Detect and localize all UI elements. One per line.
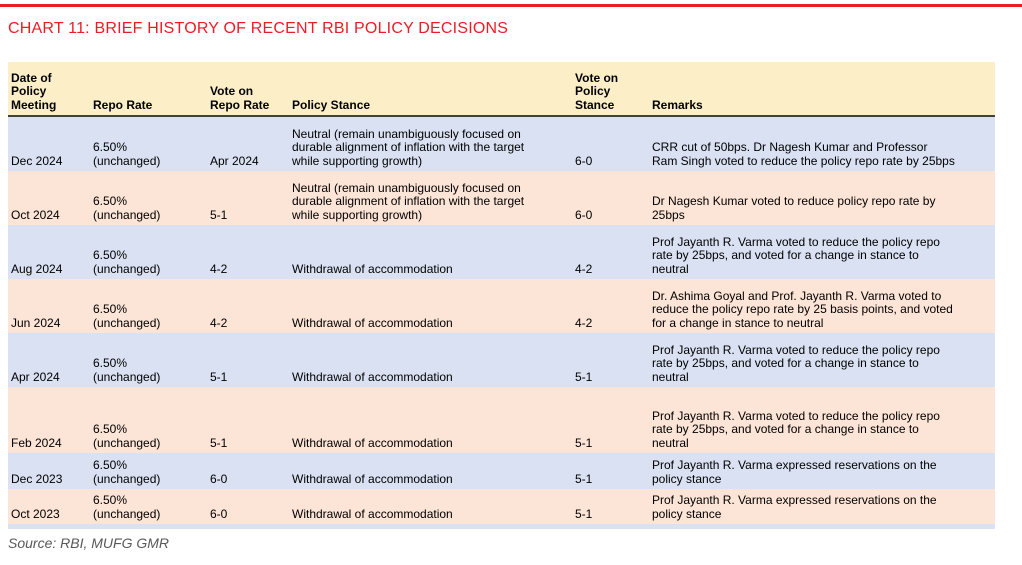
cell-remarks: CRR cut of 50bps. Dr Nagesh Kumar and Pr… (652, 141, 955, 168)
header-date: Date of Policy Meeting (11, 71, 57, 112)
cell-policy-stance: Withdrawal of accommodation (292, 262, 453, 276)
cell-vote-stance: 4-2 (575, 316, 593, 330)
cell-vote-stance: 5-1 (575, 507, 593, 521)
cell-date: Aug 2024 (11, 262, 63, 276)
table-row: Dec 2024 6.50% (unchanged) Apr 2024 Neut… (8, 117, 995, 171)
table-header-row: Date of Policy Meeting Repo Rate Vote on… (8, 62, 995, 117)
table-row: Jun 2024 6.50% (unchanged) 4-2 Withdrawa… (8, 279, 995, 333)
table-row: Aug 2024 6.50% (unchanged) 4-2 Withdrawa… (8, 225, 995, 279)
cell-repo-rate: 6.50% (unchanged) (93, 357, 161, 384)
cell-date: Dec 2024 (11, 154, 63, 168)
empty-row-strip (8, 524, 995, 529)
cell-vote-stance: 5-1 (575, 472, 593, 486)
cell-repo-rate: 6.50% (unchanged) (93, 303, 161, 330)
cell-policy-stance: Withdrawal of accommodation (292, 436, 453, 450)
cell-policy-stance: Neutral (remain unambiguously focused on… (292, 127, 525, 168)
cell-repo-rate: 6.50% (unchanged) (93, 459, 161, 486)
cell-remarks: Prof Jayanth R. Varma voted to reduce th… (652, 343, 940, 384)
cell-vote-repo: 5-1 (210, 208, 228, 222)
cell-vote-repo: 5-1 (210, 436, 228, 450)
cell-remarks: Dr Nagesh Kumar voted to reduce policy r… (652, 195, 936, 222)
cell-policy-stance: Withdrawal of accommodation (292, 316, 453, 330)
cell-vote-repo: 4-2 (210, 316, 228, 330)
table-row: Dec 2023 6.50% (unchanged) 6-0 Withdrawa… (8, 453, 995, 489)
cell-vote-stance: 5-1 (575, 370, 593, 384)
cell-date: Feb 2024 (11, 436, 62, 450)
cell-repo-rate: 6.50% (unchanged) (93, 494, 161, 521)
header-vote-stance: Vote on Policy Stance (575, 71, 619, 112)
rbi-policy-table: Date of Policy Meeting Repo Rate Vote on… (8, 62, 995, 529)
cell-remarks: Prof Jayanth R. Varma voted to reduce th… (652, 409, 940, 450)
header-policy-stance: Policy Stance (292, 98, 371, 112)
header-remarks: Remarks (652, 98, 703, 112)
cell-repo-rate: 6.50% (unchanged) (93, 423, 161, 450)
header-repo-rate: Repo Rate (93, 98, 153, 112)
table-row: Feb 2024 6.50% (unchanged) 5-1 Withdrawa… (8, 387, 995, 453)
table-row: Oct 2023 6.50% (unchanged) 6-0 Withdrawa… (8, 489, 995, 524)
cell-remarks: Prof Jayanth R. Varma expressed reservat… (652, 459, 937, 486)
cell-policy-stance: Withdrawal of accommodation (292, 472, 453, 486)
cell-repo-rate: 6.50% (unchanged) (93, 141, 161, 168)
cell-vote-repo: Apr 2024 (210, 154, 259, 168)
table-row: Oct 2024 6.50% (unchanged) 5-1 Neutral (… (8, 171, 995, 225)
cell-repo-rate: 6.50% (unchanged) (93, 249, 161, 276)
cell-vote-stance: 6-0 (575, 208, 593, 222)
cell-date: Oct 2023 (11, 507, 60, 521)
cell-repo-rate: 6.50% (unchanged) (93, 195, 161, 222)
cell-date: Jun 2024 (11, 316, 61, 330)
cell-vote-stance: 4-2 (575, 262, 593, 276)
cell-vote-stance: 5-1 (575, 436, 593, 450)
header-vote-repo: Vote on Repo Rate (210, 85, 270, 112)
cell-remarks: Prof Jayanth R. Varma expressed reservat… (652, 494, 937, 521)
cell-vote-repo: 5-1 (210, 370, 228, 384)
cell-policy-stance: Neutral (remain unambiguously focused on… (292, 181, 525, 222)
cell-vote-stance: 6-0 (575, 154, 593, 168)
cell-remarks: Dr. Ashima Goyal and Prof. Jayanth R. Va… (652, 289, 953, 330)
cell-date: Oct 2024 (11, 208, 60, 222)
cell-policy-stance: Withdrawal of accommodation (292, 507, 453, 521)
cell-date: Apr 2024 (11, 370, 60, 384)
cell-vote-repo: 6-0 (210, 472, 228, 486)
cell-vote-repo: 6-0 (210, 507, 228, 521)
cell-date: Dec 2023 (11, 472, 63, 486)
top-rule (0, 4, 1022, 7)
cell-policy-stance: Withdrawal of accommodation (292, 370, 453, 384)
table-row: Apr 2024 6.50% (unchanged) 5-1 Withdrawa… (8, 333, 995, 387)
source-note: Source: RBI, MUFG GMR (8, 535, 170, 551)
chart-title: CHART 11: BRIEF HISTORY OF RECENT RBI PO… (8, 20, 509, 37)
report-page: CHART 11: BRIEF HISTORY OF RECENT RBI PO… (0, 4, 1022, 551)
cell-remarks: Prof Jayanth R. Varma voted to reduce th… (652, 235, 940, 276)
cell-vote-repo: 4-2 (210, 262, 228, 276)
